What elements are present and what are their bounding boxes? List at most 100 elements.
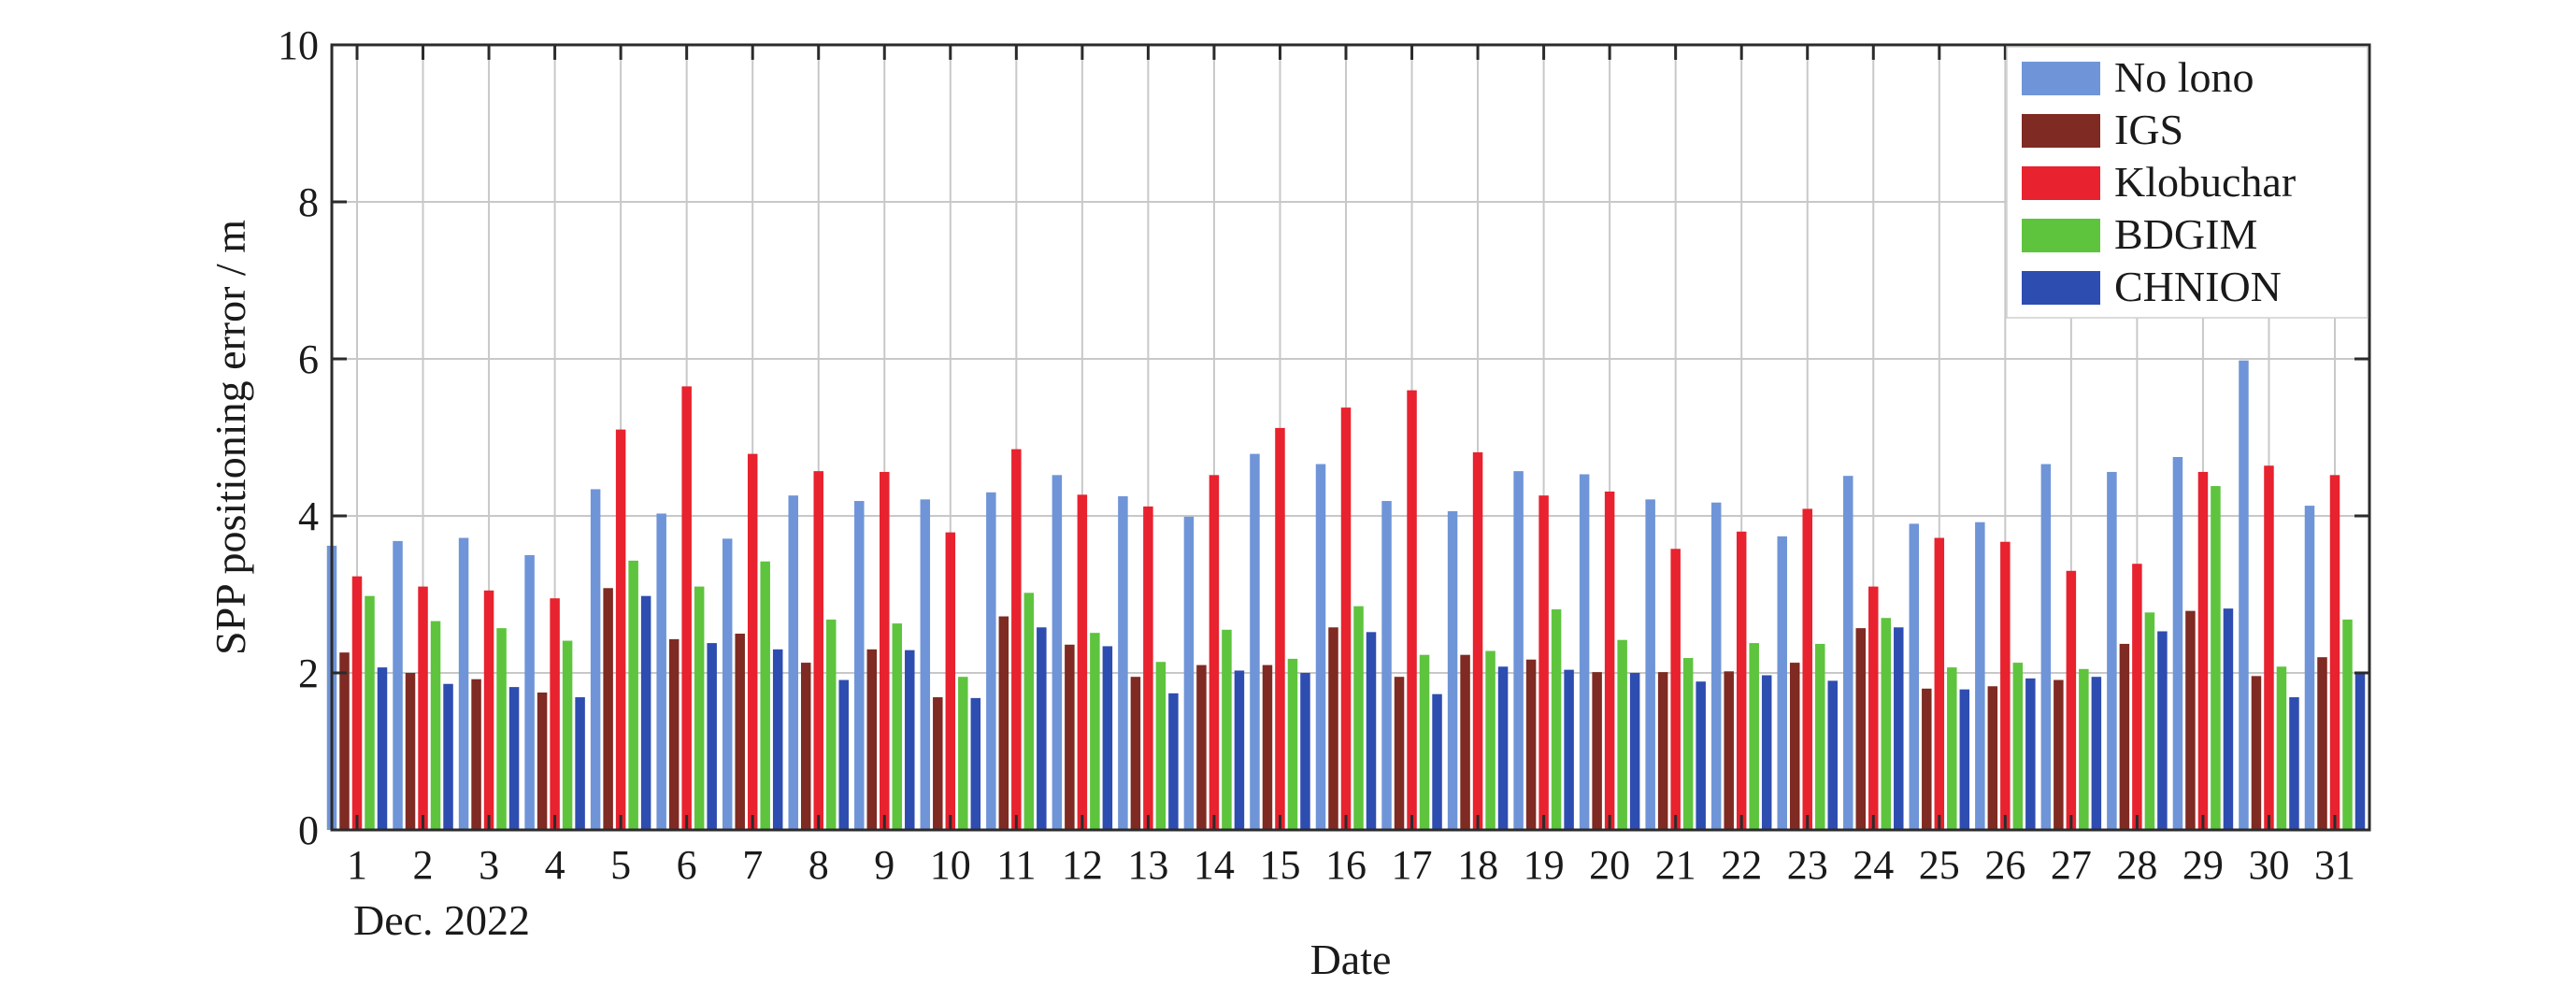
bar xyxy=(892,623,903,830)
x-tick-label: 22 xyxy=(1721,842,1762,888)
bar xyxy=(2251,676,2262,830)
x-tick-label: 17 xyxy=(1392,842,1433,888)
bar xyxy=(1407,390,1417,830)
bar xyxy=(905,650,915,830)
y-tick-label: 6 xyxy=(298,336,319,382)
bar xyxy=(1959,689,1970,830)
bar xyxy=(1262,664,1273,830)
bar xyxy=(722,538,733,830)
bar xyxy=(1130,677,1141,830)
bar xyxy=(1472,451,1483,830)
bar xyxy=(1696,681,1706,830)
x-tick-label: 3 xyxy=(479,842,499,888)
x-axis-title: Date xyxy=(1310,936,1392,983)
bar xyxy=(1460,654,1470,830)
x-tick-label: 21 xyxy=(1655,842,1696,888)
bar xyxy=(1525,659,1537,830)
legend-label: Klobuchar xyxy=(2114,158,2296,206)
x-tick-label: 23 xyxy=(1787,842,1828,888)
bar xyxy=(1934,537,1945,830)
bar xyxy=(958,677,968,830)
bar xyxy=(933,697,943,830)
plot-frame xyxy=(330,43,2371,832)
bar xyxy=(1090,633,1100,830)
legend-swatch xyxy=(2022,166,2100,200)
bar xyxy=(537,693,548,830)
bar xyxy=(1275,427,1285,830)
bar xyxy=(2066,570,2077,830)
x-tick-label: 4 xyxy=(545,842,565,888)
y-tick-label: 4 xyxy=(298,493,319,539)
bar xyxy=(656,513,666,830)
bar xyxy=(813,471,823,830)
bar xyxy=(628,560,638,830)
bar xyxy=(405,673,416,830)
bar xyxy=(1513,471,1524,830)
bar xyxy=(1592,672,1602,830)
x-sublabel: Dec. 2022 xyxy=(353,896,530,944)
bar xyxy=(1922,688,1932,830)
bar xyxy=(1657,672,1668,830)
bar xyxy=(443,683,453,830)
bar xyxy=(2185,610,2196,830)
axis-ticks xyxy=(332,43,2369,832)
bar xyxy=(1118,496,1128,830)
bar xyxy=(1065,644,1075,830)
x-tick-label: 13 xyxy=(1127,842,1168,888)
x-tick-label: 7 xyxy=(742,842,763,888)
bar xyxy=(1037,627,1047,830)
x-tick-label: 6 xyxy=(677,842,697,888)
x-tick-label: 30 xyxy=(2248,842,2289,888)
bar xyxy=(1749,643,1759,830)
bar xyxy=(640,595,651,830)
bar xyxy=(1881,618,1892,830)
bar xyxy=(2239,360,2249,830)
bar xyxy=(1102,646,1113,830)
legend-label: CHNION xyxy=(2114,263,2282,310)
bar xyxy=(1777,536,1787,830)
bar xyxy=(986,492,996,830)
legend-label: IGS xyxy=(2114,106,2183,153)
bar xyxy=(1366,632,1377,830)
x-tick-label: 29 xyxy=(2182,842,2224,888)
bar xyxy=(1789,663,1800,830)
bar xyxy=(1340,407,1352,830)
bar xyxy=(1250,453,1260,830)
x-tick-label: 11 xyxy=(996,842,1036,888)
bar xyxy=(2132,564,2142,830)
bar xyxy=(1947,667,1957,830)
bar xyxy=(1447,510,1458,830)
bar xyxy=(1761,675,1772,830)
bar xyxy=(2054,679,2064,830)
bar xyxy=(590,489,601,830)
bar xyxy=(1023,593,1035,830)
bar xyxy=(825,619,837,830)
bar xyxy=(393,540,403,830)
bar xyxy=(1868,586,1879,830)
bar xyxy=(1315,464,1326,830)
x-tick-label: 9 xyxy=(874,842,894,888)
bar xyxy=(681,386,692,830)
bar xyxy=(1843,476,1853,830)
bar xyxy=(1052,475,1063,830)
bar xyxy=(1538,495,1549,830)
bar xyxy=(920,499,931,830)
bar xyxy=(2012,663,2024,830)
bar xyxy=(2107,471,2117,830)
bar xyxy=(575,697,585,830)
bar xyxy=(772,649,783,830)
bar xyxy=(1736,531,1747,830)
bar xyxy=(2144,612,2155,830)
x-tick-label: 27 xyxy=(2051,842,2092,888)
bar xyxy=(471,679,481,830)
bar xyxy=(747,453,758,830)
legend-swatch xyxy=(2022,62,2100,95)
bar xyxy=(788,495,798,830)
bar xyxy=(1894,627,1904,830)
y-axis-title: SPP positioning error / m xyxy=(207,220,254,655)
bar xyxy=(1579,474,1590,830)
bar xyxy=(998,616,1009,830)
bar xyxy=(365,595,375,830)
bar xyxy=(1300,673,1310,830)
bar xyxy=(1564,669,1574,830)
